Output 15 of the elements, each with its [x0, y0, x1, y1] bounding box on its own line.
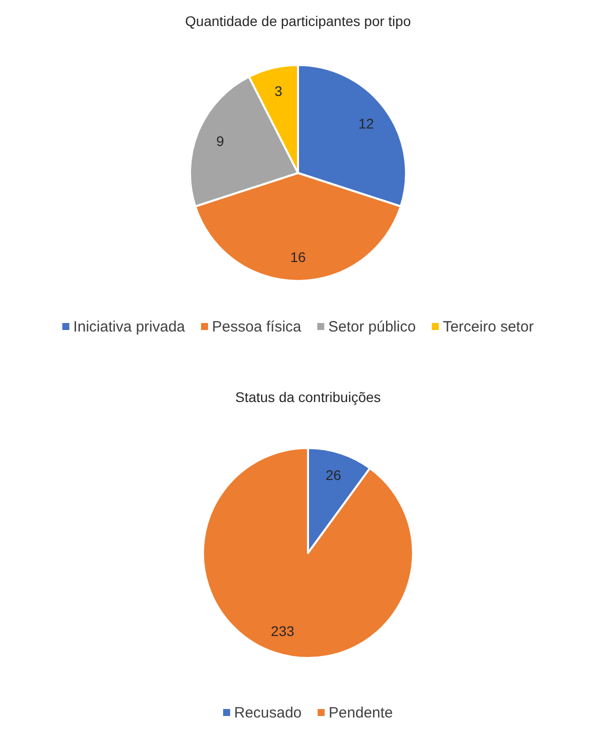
legend-label: Iniciativa privada: [73, 318, 186, 336]
legend-label: Pessoa física: [212, 318, 302, 336]
legend-label: Terceiro setor: [442, 318, 534, 336]
data-label: 12: [358, 115, 374, 132]
legend-label: Setor público: [328, 318, 416, 336]
legend-label: Recusado: [234, 704, 302, 722]
data-label: 233: [270, 622, 294, 639]
legend-label: Pendente: [328, 704, 393, 722]
data-label: 9: [216, 132, 224, 149]
data-label: 26: [326, 467, 342, 484]
chart-title: Quantidade de participantes por tipo: [185, 13, 412, 29]
pie-slice: [202, 447, 414, 659]
data-label: 16: [290, 249, 306, 266]
data-label: 3: [274, 83, 282, 100]
chart-title: Status da contribuições: [235, 389, 381, 405]
